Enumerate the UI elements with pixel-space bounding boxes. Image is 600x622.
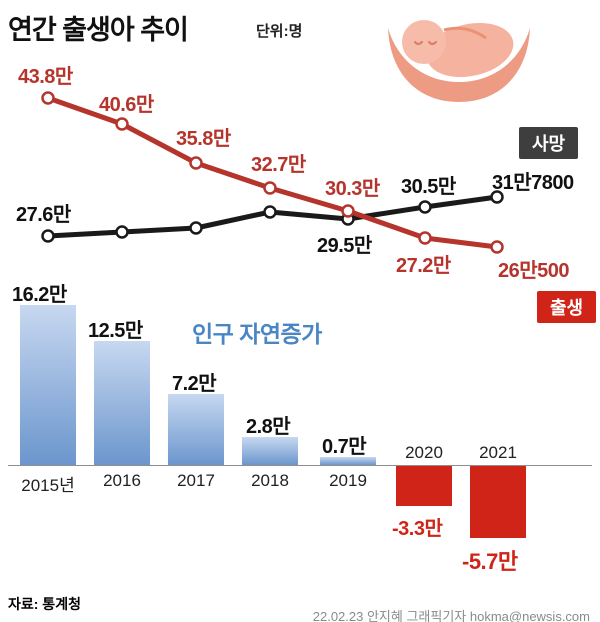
birth-value-label: 26만500: [498, 260, 570, 282]
death-value-label: 29.5만: [317, 235, 372, 257]
death-badge: 사망: [519, 127, 579, 159]
zero-axis-line: [8, 465, 592, 466]
death-value-label: 31만7800: [492, 172, 574, 194]
unit-label: 단위:명: [256, 23, 303, 40]
birth-value-label: 35.8만: [176, 128, 231, 150]
bar-value-label: 2.8만: [246, 416, 291, 438]
baby-icon: [388, 20, 530, 102]
baby-body-shape: [426, 22, 514, 78]
death-value-label: 27.6만: [16, 204, 71, 226]
source-note: 자료: 통계청: [8, 596, 81, 612]
birth-value-label: 30.3만: [325, 178, 380, 200]
bar-2019: [320, 457, 376, 465]
bar-2016: [94, 341, 150, 465]
bar-2015: [20, 305, 76, 465]
birth-value-label: 43.8만: [18, 66, 73, 88]
x-label-2021: 2021: [479, 443, 517, 462]
bar-value-label: 16.2만: [12, 284, 67, 306]
birth-value-label: 40.6만: [99, 94, 154, 116]
x-label-2015: 2015년: [21, 476, 75, 495]
birth-point-markers: [41, 91, 504, 254]
birth-value-label: 32.7만: [251, 154, 306, 176]
birth-value-label: 27.2만: [396, 255, 451, 277]
baby-head-shape: [402, 20, 446, 64]
page-title: 연간 출생아 추이: [8, 15, 189, 45]
bar-2018: [242, 437, 298, 465]
bar-value-label: -5.7만: [462, 549, 518, 574]
x-label-2018: 2018: [251, 471, 289, 490]
baby-face-shape: [413, 40, 438, 46]
credit-line: 22.02.23 안지혜 그래픽기자 hokma@newsis.com: [312, 609, 590, 622]
cradling-hands-shape: [388, 28, 530, 102]
x-label-2016: 2016: [103, 471, 141, 490]
bar-value-label: 7.2만: [172, 373, 217, 395]
bar-value-label: -3.3만: [392, 518, 443, 540]
x-label-2020: 2020: [405, 443, 443, 462]
x-label-2017: 2017: [177, 471, 215, 490]
x-label-2019: 2019: [329, 471, 367, 490]
bar-2021: [470, 466, 526, 538]
death-value-label: 30.5만: [401, 176, 456, 198]
line-chart: [41, 91, 504, 254]
bar-2017: [168, 394, 224, 465]
swaddle-line-shape: [443, 26, 487, 40]
bar-chart-title: 인구 자연증가: [192, 321, 322, 347]
birth-badge: 출생: [537, 291, 597, 323]
bar-value-label: 12.5만: [88, 320, 143, 342]
bar-value-label: 0.7만: [322, 436, 367, 458]
bar-2020: [396, 466, 452, 506]
